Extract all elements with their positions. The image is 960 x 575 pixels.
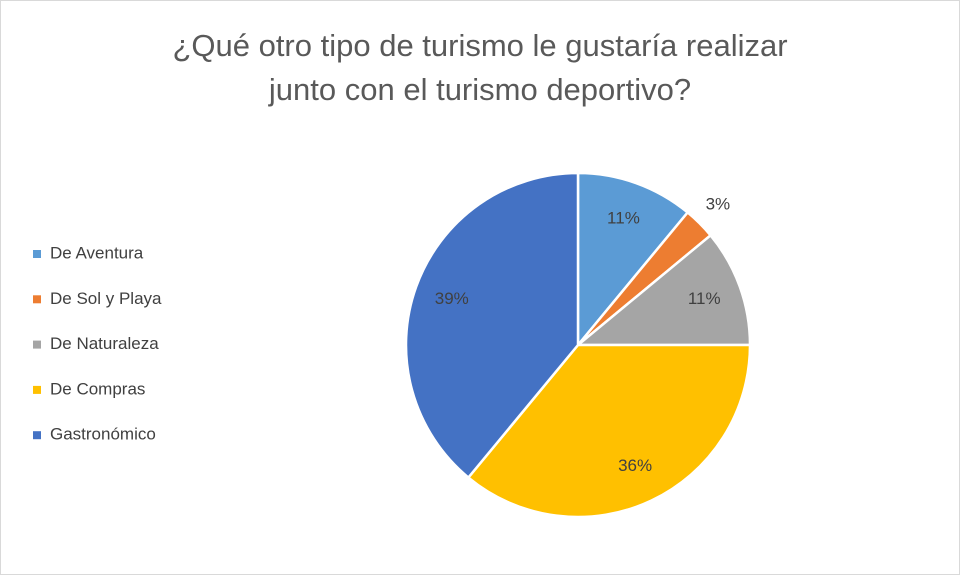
chart-title: ¿Qué otro tipo de turismo le gustaría re… (172, 28, 787, 63)
data-label: 39% (435, 289, 469, 308)
legend-label: De Compras (50, 379, 145, 398)
legend-swatch (33, 250, 41, 258)
pie-slice (404, 171, 580, 480)
legend-label: De Sol y Playa (50, 289, 162, 308)
legend-swatch (33, 385, 41, 394)
data-label: 36% (618, 456, 652, 475)
legend-label: Gastronómico (50, 425, 156, 444)
chart-title: junto con el turismo deportivo? (268, 72, 691, 107)
legend-swatch (33, 431, 41, 440)
pie-slice (574, 233, 752, 347)
legend-label: De Naturaleza (50, 334, 159, 353)
pie-slice (576, 171, 690, 349)
pie-slice (466, 343, 752, 519)
data-label: 11% (688, 289, 721, 308)
data-label: 3% (706, 195, 731, 214)
legend-swatch (33, 340, 41, 349)
legend-label: De Aventura (50, 243, 144, 262)
data-label: 11% (607, 208, 640, 227)
legend-swatch (33, 295, 41, 304)
